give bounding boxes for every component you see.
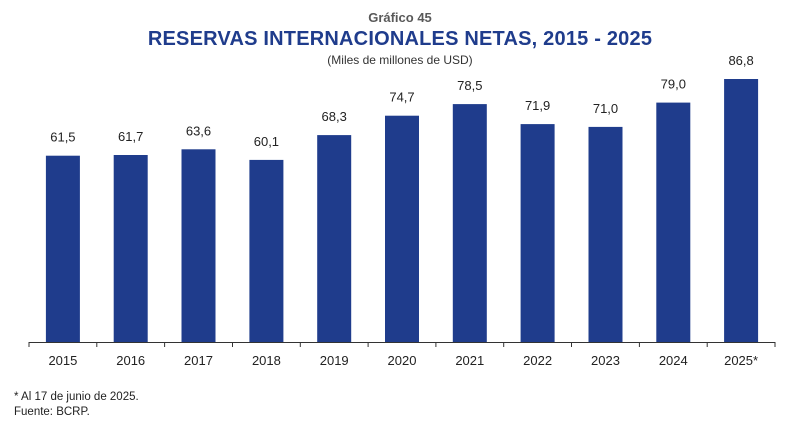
bar-2019 [317, 135, 352, 342]
x-tick-label-2021: 2021 [455, 353, 484, 368]
x-tick-label-2016: 2016 [116, 353, 145, 368]
value-label-2019: 68,3 [322, 109, 347, 124]
x-tick-label-2019: 2019 [320, 353, 349, 368]
value-label-2017: 63,6 [186, 123, 211, 138]
bar-2015 [45, 155, 80, 342]
x-tick-label-2015: 2015 [48, 353, 77, 368]
chart-title: RESERVAS INTERNACIONALES NETAS, 2015 - 2… [147, 28, 653, 50]
footnote: * Al 17 de junio de 2025. [14, 391, 139, 403]
bar-2022 [520, 124, 555, 342]
value-label-2024: 79,0 [661, 77, 686, 92]
x-tick-label-2020: 2020 [388, 353, 417, 368]
chart-subtitle: (Miles de millones de USD) [327, 53, 473, 67]
x-tick-label-2025-est: 2025* [724, 353, 758, 368]
source-note: Fuente: BCRP. [14, 406, 90, 418]
value-label-2020: 74,7 [389, 90, 414, 105]
value-label-2018: 60,1 [254, 134, 279, 149]
value-label-2025-est: 86,8 [728, 53, 753, 68]
x-tick-label-2024: 2024 [659, 353, 688, 368]
bar-2023 [588, 126, 623, 343]
bar-2017 [181, 149, 216, 342]
x-tick-label-2017: 2017 [184, 353, 213, 368]
bar-2018 [249, 159, 284, 342]
x-ticks-group [28, 342, 776, 347]
bar-2025-est [724, 79, 759, 342]
value-label-2022: 71,9 [525, 98, 550, 113]
value-label-2016: 61,7 [118, 129, 143, 144]
value-label-2021: 78,5 [457, 78, 482, 93]
x-tick-labels-group: 2015 2016 2017 2018 2019 2020 2021 2022 2023 2024… [48, 353, 758, 368]
bar-2024 [656, 102, 691, 342]
bars-group [45, 79, 759, 343]
bar-2020 [385, 115, 419, 342]
chart-kicker: Gráfico 45 [368, 10, 432, 25]
x-tick-label-2023: 2023 [591, 353, 620, 368]
bar-2016 [113, 155, 148, 342]
bar-2021 [452, 104, 487, 342]
value-label-2015: 61,5 [50, 130, 75, 145]
x-tick-label-2022: 2022 [523, 353, 552, 368]
value-labels-group: 61,5 61,7 63,6 60,1 68,3 74,7 78,5 71,9 71,0 79,0… [50, 53, 754, 149]
x-tick-label-2018: 2018 [252, 353, 281, 368]
chart-notes: * Al 17 de junio de 2025. Fuente: BCRP. [14, 390, 139, 420]
value-label-2023: 71,0 [593, 101, 618, 116]
